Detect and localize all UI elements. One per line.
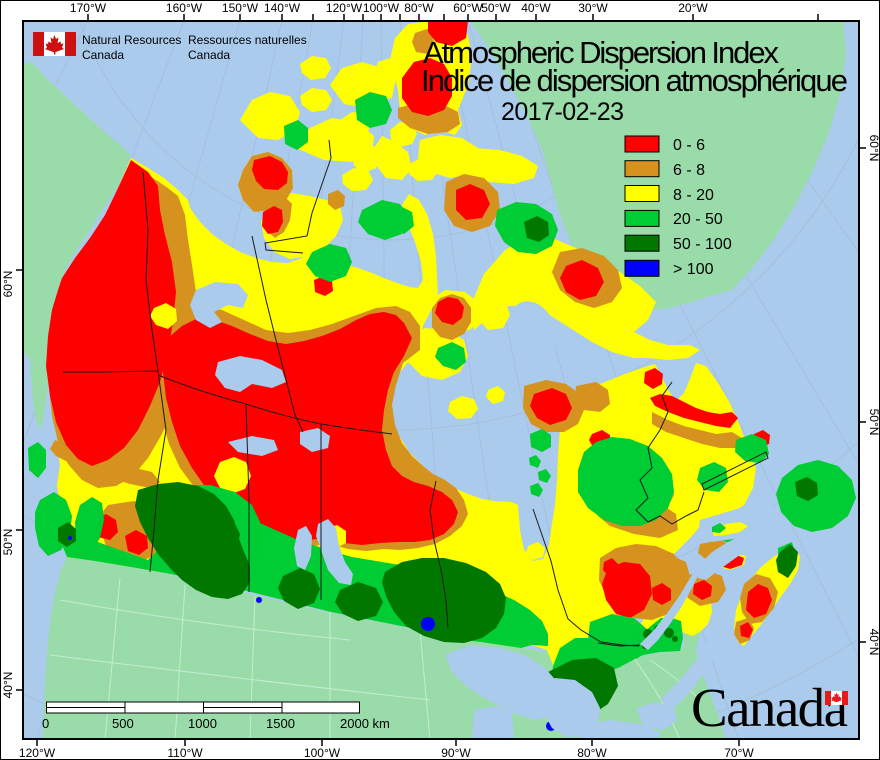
svg-text:0 - 6: 0 - 6 xyxy=(673,137,705,154)
svg-text:40°N: 40°N xyxy=(1,672,15,699)
svg-text:110°W: 110°W xyxy=(167,746,203,760)
svg-text:120°W: 120°W xyxy=(19,746,56,760)
svg-text:Natural Resources: Natural Resources xyxy=(82,33,181,47)
svg-text:80°W: 80°W xyxy=(404,1,434,15)
svg-text:150°W: 150°W xyxy=(222,1,259,15)
svg-text:6 - 8: 6 - 8 xyxy=(673,162,705,179)
svg-text:80°W: 80°W xyxy=(577,746,607,760)
svg-text:40°N: 40°N xyxy=(867,629,880,656)
svg-text:Atmospheric Dispersion Index: Atmospheric Dispersion Index xyxy=(423,35,780,70)
svg-text:90°W: 90°W xyxy=(441,746,471,760)
svg-text:8 - 20: 8 - 20 xyxy=(673,187,714,204)
svg-text:40°W: 40°W xyxy=(521,1,551,15)
svg-text:60°N: 60°N xyxy=(1,271,15,298)
svg-text:30°W: 30°W xyxy=(578,1,608,15)
svg-text:160°W: 160°W xyxy=(166,1,203,15)
svg-text:140°W: 140°W xyxy=(264,1,301,15)
svg-text:50 - 100: 50 - 100 xyxy=(673,236,732,253)
svg-text:Ressources naturelles: Ressources naturelles xyxy=(188,33,307,47)
svg-text:170°W: 170°W xyxy=(70,1,107,15)
svg-text:20 - 50: 20 - 50 xyxy=(673,211,723,228)
svg-text:100°W: 100°W xyxy=(304,746,341,760)
svg-text:2000 km: 2000 km xyxy=(340,716,390,731)
svg-text:60°N: 60°N xyxy=(867,135,880,162)
svg-text:50°N: 50°N xyxy=(1,529,15,556)
svg-text:Canada: Canada xyxy=(82,48,124,62)
svg-text:0: 0 xyxy=(42,716,49,731)
svg-text:120°W: 120°W xyxy=(326,1,363,15)
svg-text:Indice de dispersion atmosphér: Indice de dispersion atmosphérique xyxy=(421,63,848,98)
svg-text:1500: 1500 xyxy=(266,716,295,731)
svg-text:70°W: 70°W xyxy=(724,746,754,760)
svg-text:60°W: 60°W xyxy=(453,1,483,15)
svg-text:1000: 1000 xyxy=(188,716,217,731)
svg-text:500: 500 xyxy=(112,716,134,731)
svg-text:20°W: 20°W xyxy=(678,1,708,15)
svg-text:100°W: 100°W xyxy=(363,1,400,15)
svg-text:Canada: Canada xyxy=(691,677,848,738)
svg-text:2017-02-23: 2017-02-23 xyxy=(501,98,624,126)
svg-text:Canada: Canada xyxy=(188,48,230,62)
svg-text:> 100: > 100 xyxy=(673,261,714,278)
svg-text:50°N: 50°N xyxy=(867,409,880,436)
svg-text:50°W: 50°W xyxy=(481,1,511,15)
